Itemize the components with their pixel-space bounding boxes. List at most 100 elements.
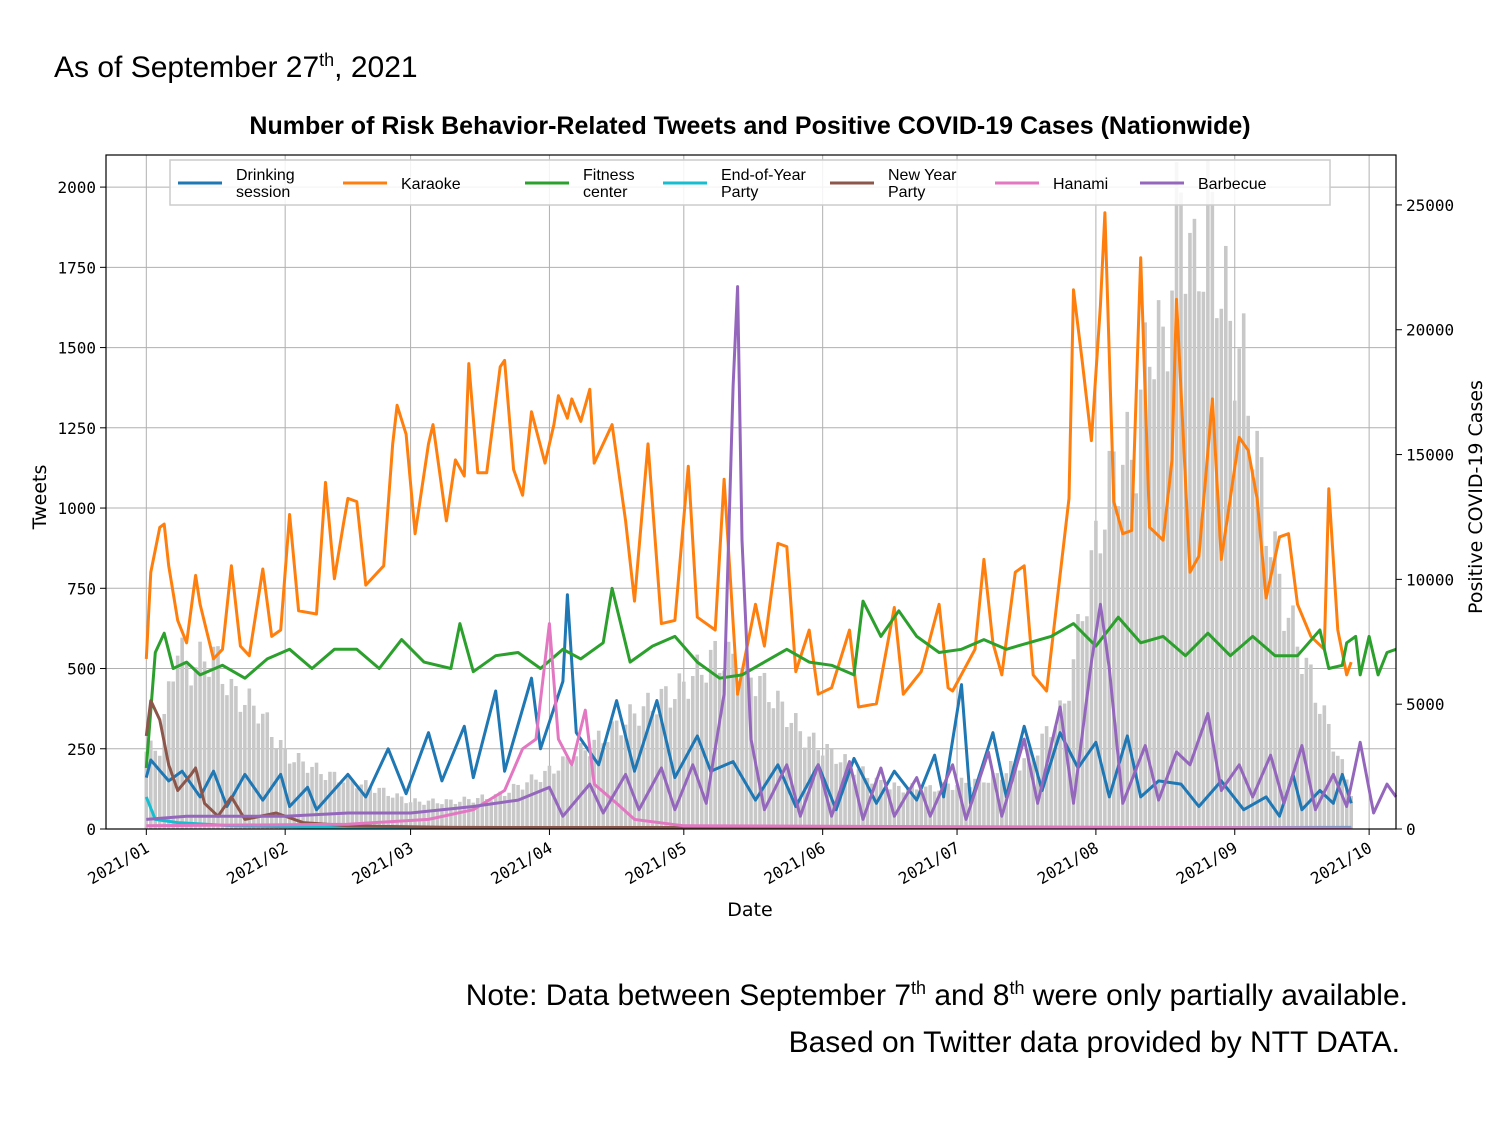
cases-bar: [458, 801, 462, 829]
y2-axis-ticks: 0 5000 10000 15000 20000 25000: [1396, 196, 1454, 839]
cases-bar: [1291, 605, 1295, 829]
x-tick-label: 2021/04: [488, 838, 556, 888]
cases-bar: [278, 739, 283, 829]
y2-axis-label: Positive COVID-19 Cases: [1465, 380, 1487, 614]
cases-bar: [1120, 464, 1125, 829]
note-data-source: Based on Twitter data provided by NTT DA…: [788, 1026, 1400, 1059]
y-tick-label: 1500: [57, 339, 96, 358]
cases-bar: [901, 792, 906, 829]
cases-bar: [502, 795, 507, 829]
cases-bar: [175, 655, 180, 829]
x-tick-label: 2021/02: [223, 838, 291, 888]
cases-bar: [480, 794, 485, 829]
cases-bar: [829, 747, 834, 829]
cases-bar: [417, 801, 422, 829]
cases-bar: [708, 649, 713, 829]
cases-bar: [269, 736, 274, 829]
cases-bar: [776, 690, 780, 829]
y-axis-ticks: 0 250 500 750 1000 1250 1500 1750 2000: [57, 178, 106, 839]
cases-bar: [610, 721, 614, 829]
cases-bar: [686, 698, 691, 829]
cases-bar: [1035, 755, 1040, 829]
legend-label: Fitness center: [583, 167, 635, 201]
cases-bar: [372, 792, 377, 829]
cases-bar: [744, 651, 749, 829]
cases-bar: [789, 722, 794, 829]
cases-bar: [1116, 506, 1121, 829]
cases-bar: [1017, 770, 1022, 829]
cases-bar: [207, 676, 211, 829]
cases-bar: [511, 783, 516, 829]
series-line: [146, 622, 1352, 830]
cases-bar: [467, 799, 471, 829]
cases-bar: [650, 710, 655, 829]
cases-bar: [265, 712, 270, 829]
x-tick-label: 2021/01: [84, 838, 152, 888]
cases-bar: [296, 752, 301, 829]
cases-bar: [1156, 300, 1161, 830]
x-tick-label: 2021/07: [895, 838, 963, 888]
y-tick-label: 1750: [57, 258, 96, 277]
cases-bar: [534, 779, 538, 829]
cases-bar: [1313, 702, 1318, 829]
cases-bar: [771, 708, 776, 829]
y-tick-label: 1250: [57, 419, 96, 438]
cases-bar: [1134, 493, 1138, 829]
x-tick-label: 2021/10: [1307, 838, 1375, 888]
cases-bar: [726, 641, 731, 829]
cases-bar: [319, 774, 323, 829]
x-tick-label: 2021/03: [349, 838, 417, 888]
cases-bar: [225, 695, 229, 829]
cases-bar: [368, 787, 373, 829]
cases-bar: [673, 699, 677, 829]
cases-bar: [1277, 573, 1282, 829]
cases-bar: [785, 727, 789, 829]
y-tick-label: 500: [67, 660, 96, 679]
cases-bar: [883, 790, 888, 829]
legend-label: New Year Party: [888, 167, 957, 201]
cases-bar: [668, 707, 673, 829]
cases-bar: [337, 782, 341, 829]
cases-bar: [1246, 415, 1250, 829]
cases-bar: [861, 766, 865, 829]
cases-bar: [171, 681, 175, 829]
cases-bar: [596, 730, 601, 829]
cases-bar: [305, 772, 310, 829]
cases-bar: [843, 754, 847, 829]
as-of-date: As of September 27th, 2021: [54, 50, 418, 84]
cases-bar: [162, 713, 167, 829]
cases-bar: [323, 779, 328, 829]
y-tick-label: 1000: [57, 499, 96, 518]
cases-bar: [193, 667, 198, 829]
legend-label: End-of-Year Party: [721, 167, 806, 201]
cases-bar: [914, 789, 919, 829]
cases-bar: [547, 765, 552, 829]
cases-bar: [628, 704, 632, 829]
cases-bar: [202, 661, 207, 829]
cases-bar: [888, 789, 892, 829]
cases-bar: [601, 743, 605, 829]
cases-bar: [1107, 450, 1112, 829]
cases-bar: [184, 661, 189, 829]
cases-bar: [274, 748, 278, 829]
cases-bar: [740, 667, 744, 829]
cases-bar: [941, 782, 946, 829]
cases-bar: [520, 789, 525, 829]
cases-bar: [699, 674, 704, 829]
x-axis-label: Date: [727, 899, 772, 921]
cases-bar: [1250, 469, 1255, 829]
cases-bar: [426, 800, 431, 829]
cases-bar: [946, 783, 950, 829]
series-line: [144, 211, 1353, 709]
cases-bar: [816, 750, 820, 829]
cases-bar: [1210, 191, 1215, 829]
cases-bar: [731, 653, 735, 829]
cases-bar: [359, 784, 364, 829]
cases-bar: [561, 756, 565, 829]
cases-bar: [507, 792, 511, 829]
cases-bar: [350, 779, 355, 829]
cases-bar: [1098, 553, 1103, 829]
cases-bar: [937, 790, 941, 829]
cases-bar: [408, 802, 413, 829]
cases-bar: [1206, 160, 1210, 830]
